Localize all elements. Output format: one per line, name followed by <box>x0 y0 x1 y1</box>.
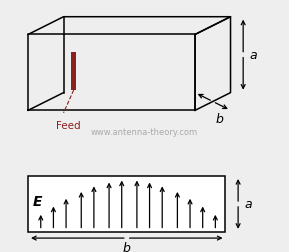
Text: Feed: Feed <box>56 121 81 131</box>
Text: b: b <box>123 241 131 252</box>
Text: www.antenna-theory.com: www.antenna-theory.com <box>91 128 198 137</box>
Bar <box>28 176 225 232</box>
Text: E: E <box>33 194 42 208</box>
Bar <box>71 53 77 91</box>
Text: b: b <box>215 112 223 125</box>
Text: a: a <box>244 198 252 211</box>
Text: a: a <box>249 49 257 62</box>
